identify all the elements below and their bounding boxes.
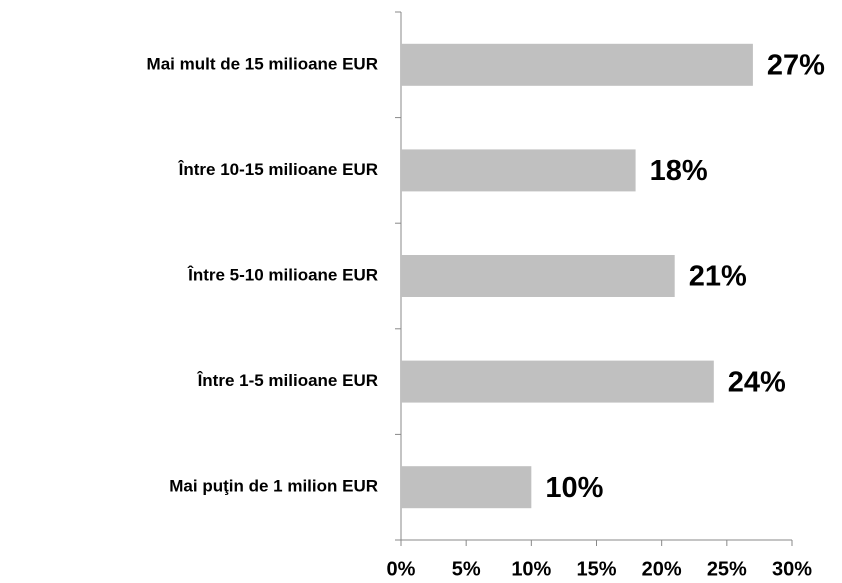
bar xyxy=(401,43,753,86)
category-label: Între 1-5 milioane EUR xyxy=(197,371,378,390)
category-label: Între 5-10 milioane EUR xyxy=(187,265,378,284)
x-tick-label: 30% xyxy=(772,558,812,580)
category-label: Mai mult de 15 milioane EUR xyxy=(147,54,378,73)
x-tick-label: 25% xyxy=(707,558,747,580)
x-tick-label: 5% xyxy=(452,558,481,580)
value-label: 27% xyxy=(767,49,825,81)
x-tick-label: 15% xyxy=(576,558,616,580)
x-tick-label: 0% xyxy=(387,558,416,580)
value-label: 21% xyxy=(689,261,747,293)
x-tick-label: 20% xyxy=(642,558,682,580)
category-label: Între 10-15 milioane EUR xyxy=(178,160,378,179)
bar xyxy=(401,360,714,403)
value-label: 10% xyxy=(545,472,603,504)
bar xyxy=(401,255,675,297)
value-label: 18% xyxy=(650,155,708,187)
bar xyxy=(401,149,636,192)
bar xyxy=(401,466,532,509)
category-label: Mai puţin de 1 milion EUR xyxy=(169,477,378,496)
x-tick-label: 10% xyxy=(511,558,551,580)
value-label: 24% xyxy=(728,366,786,398)
